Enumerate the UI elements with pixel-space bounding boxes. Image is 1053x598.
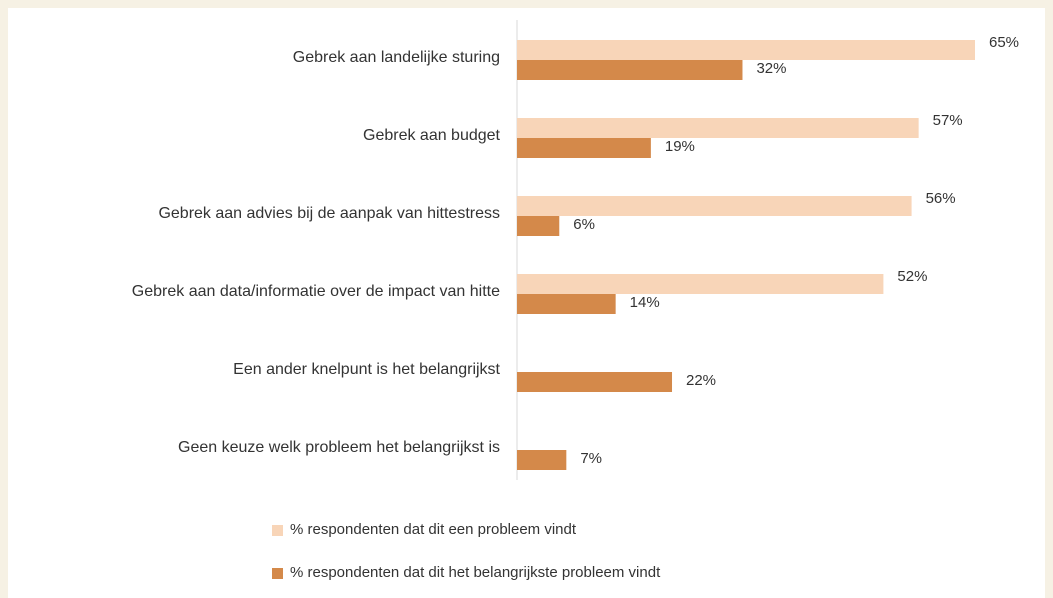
value-label: 7% — [580, 450, 602, 467]
bar — [517, 450, 567, 470]
value-label: 56% — [926, 190, 956, 207]
category-label: Gebrek aan advies bij de aanpak van hitt… — [158, 205, 500, 222]
bar — [517, 372, 673, 392]
legend-label: % respondenten dat dit een probleem vind… — [290, 521, 577, 538]
value-label: 6% — [573, 216, 595, 233]
bar — [517, 138, 651, 158]
bar — [517, 40, 975, 60]
value-label: 52% — [897, 268, 927, 285]
bar — [517, 60, 743, 80]
value-label: 32% — [756, 60, 786, 77]
category-label: Gebrek aan landelijke sturing — [293, 49, 500, 66]
category-label: Gebrek aan budget — [363, 127, 501, 144]
value-label: 14% — [630, 294, 660, 311]
category-label: Geen keuze welk probleem het belangrijks… — [178, 439, 500, 456]
value-label: 22% — [686, 372, 716, 389]
legend-label: % respondenten dat dit het belangrijkste… — [290, 564, 661, 581]
category-label: Een ander knelpunt is het belangrijkst — [233, 361, 500, 378]
bar — [517, 216, 560, 236]
bar — [517, 196, 912, 216]
legend-swatch — [272, 525, 283, 536]
legend-swatch — [272, 568, 283, 579]
value-label: 57% — [933, 112, 963, 129]
value-label: 19% — [665, 138, 695, 155]
value-label: 65% — [989, 34, 1019, 51]
category-label: Gebrek aan data/informatie over de impac… — [132, 283, 500, 300]
bar — [517, 294, 616, 314]
bar — [517, 118, 919, 138]
bar — [517, 274, 884, 294]
